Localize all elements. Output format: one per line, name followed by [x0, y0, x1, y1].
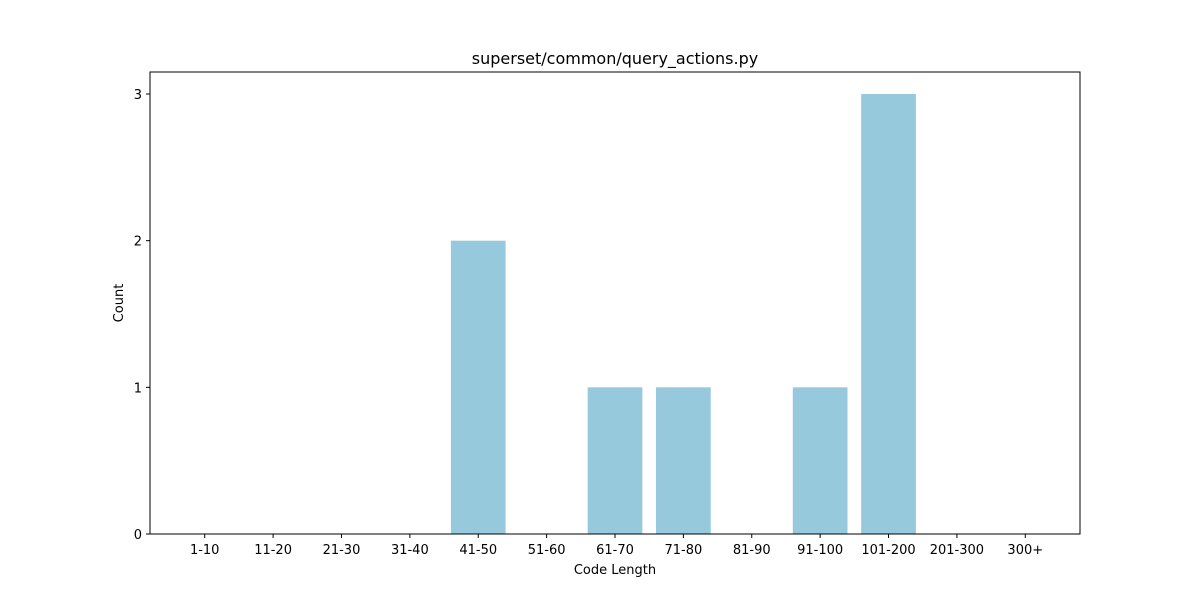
bar-101-200 [861, 94, 916, 534]
x-tick-label: 11-20 [254, 543, 292, 558]
bar-91-100 [792, 387, 848, 534]
y-axis-ticks: 0 1 2 3 [134, 88, 150, 543]
x-tick-label: 101-200 [861, 543, 915, 558]
x-tick-label: 1-10 [190, 543, 220, 558]
y-tick-label: 1 [134, 381, 142, 396]
x-axis-label: Code Length [574, 563, 656, 578]
x-tick-label: 91-100 [797, 543, 843, 558]
bars-group [450, 94, 916, 534]
x-tick-label: 300+ [1007, 543, 1043, 558]
y-tick-label: 0 [134, 528, 142, 543]
x-tick-label: 41-50 [459, 543, 497, 558]
y-tick-label: 2 [134, 235, 142, 250]
bar-61-70 [587, 387, 643, 534]
y-axis-label: Count [112, 284, 127, 323]
bar-71-80 [656, 387, 711, 534]
y-tick-label: 3 [134, 88, 142, 103]
chart-title: superset/common/query_actions.py [472, 49, 758, 69]
x-tick-label: 201-300 [930, 543, 984, 558]
x-tick-label: 71-80 [664, 543, 702, 558]
plot-frame [149, 71, 1081, 535]
x-tick-label: 21-30 [323, 543, 361, 558]
x-tick-label: 51-60 [528, 543, 566, 558]
x-tick-label: 81-90 [733, 543, 771, 558]
x-axis-ticks: 1-10 11-20 21-30 31-40 41-50 51-60 61-70 71-80 8… [190, 534, 1043, 558]
x-tick-label: 31-40 [391, 543, 429, 558]
bar-41-50 [450, 240, 506, 534]
x-tick-label: 61-70 [596, 543, 634, 558]
